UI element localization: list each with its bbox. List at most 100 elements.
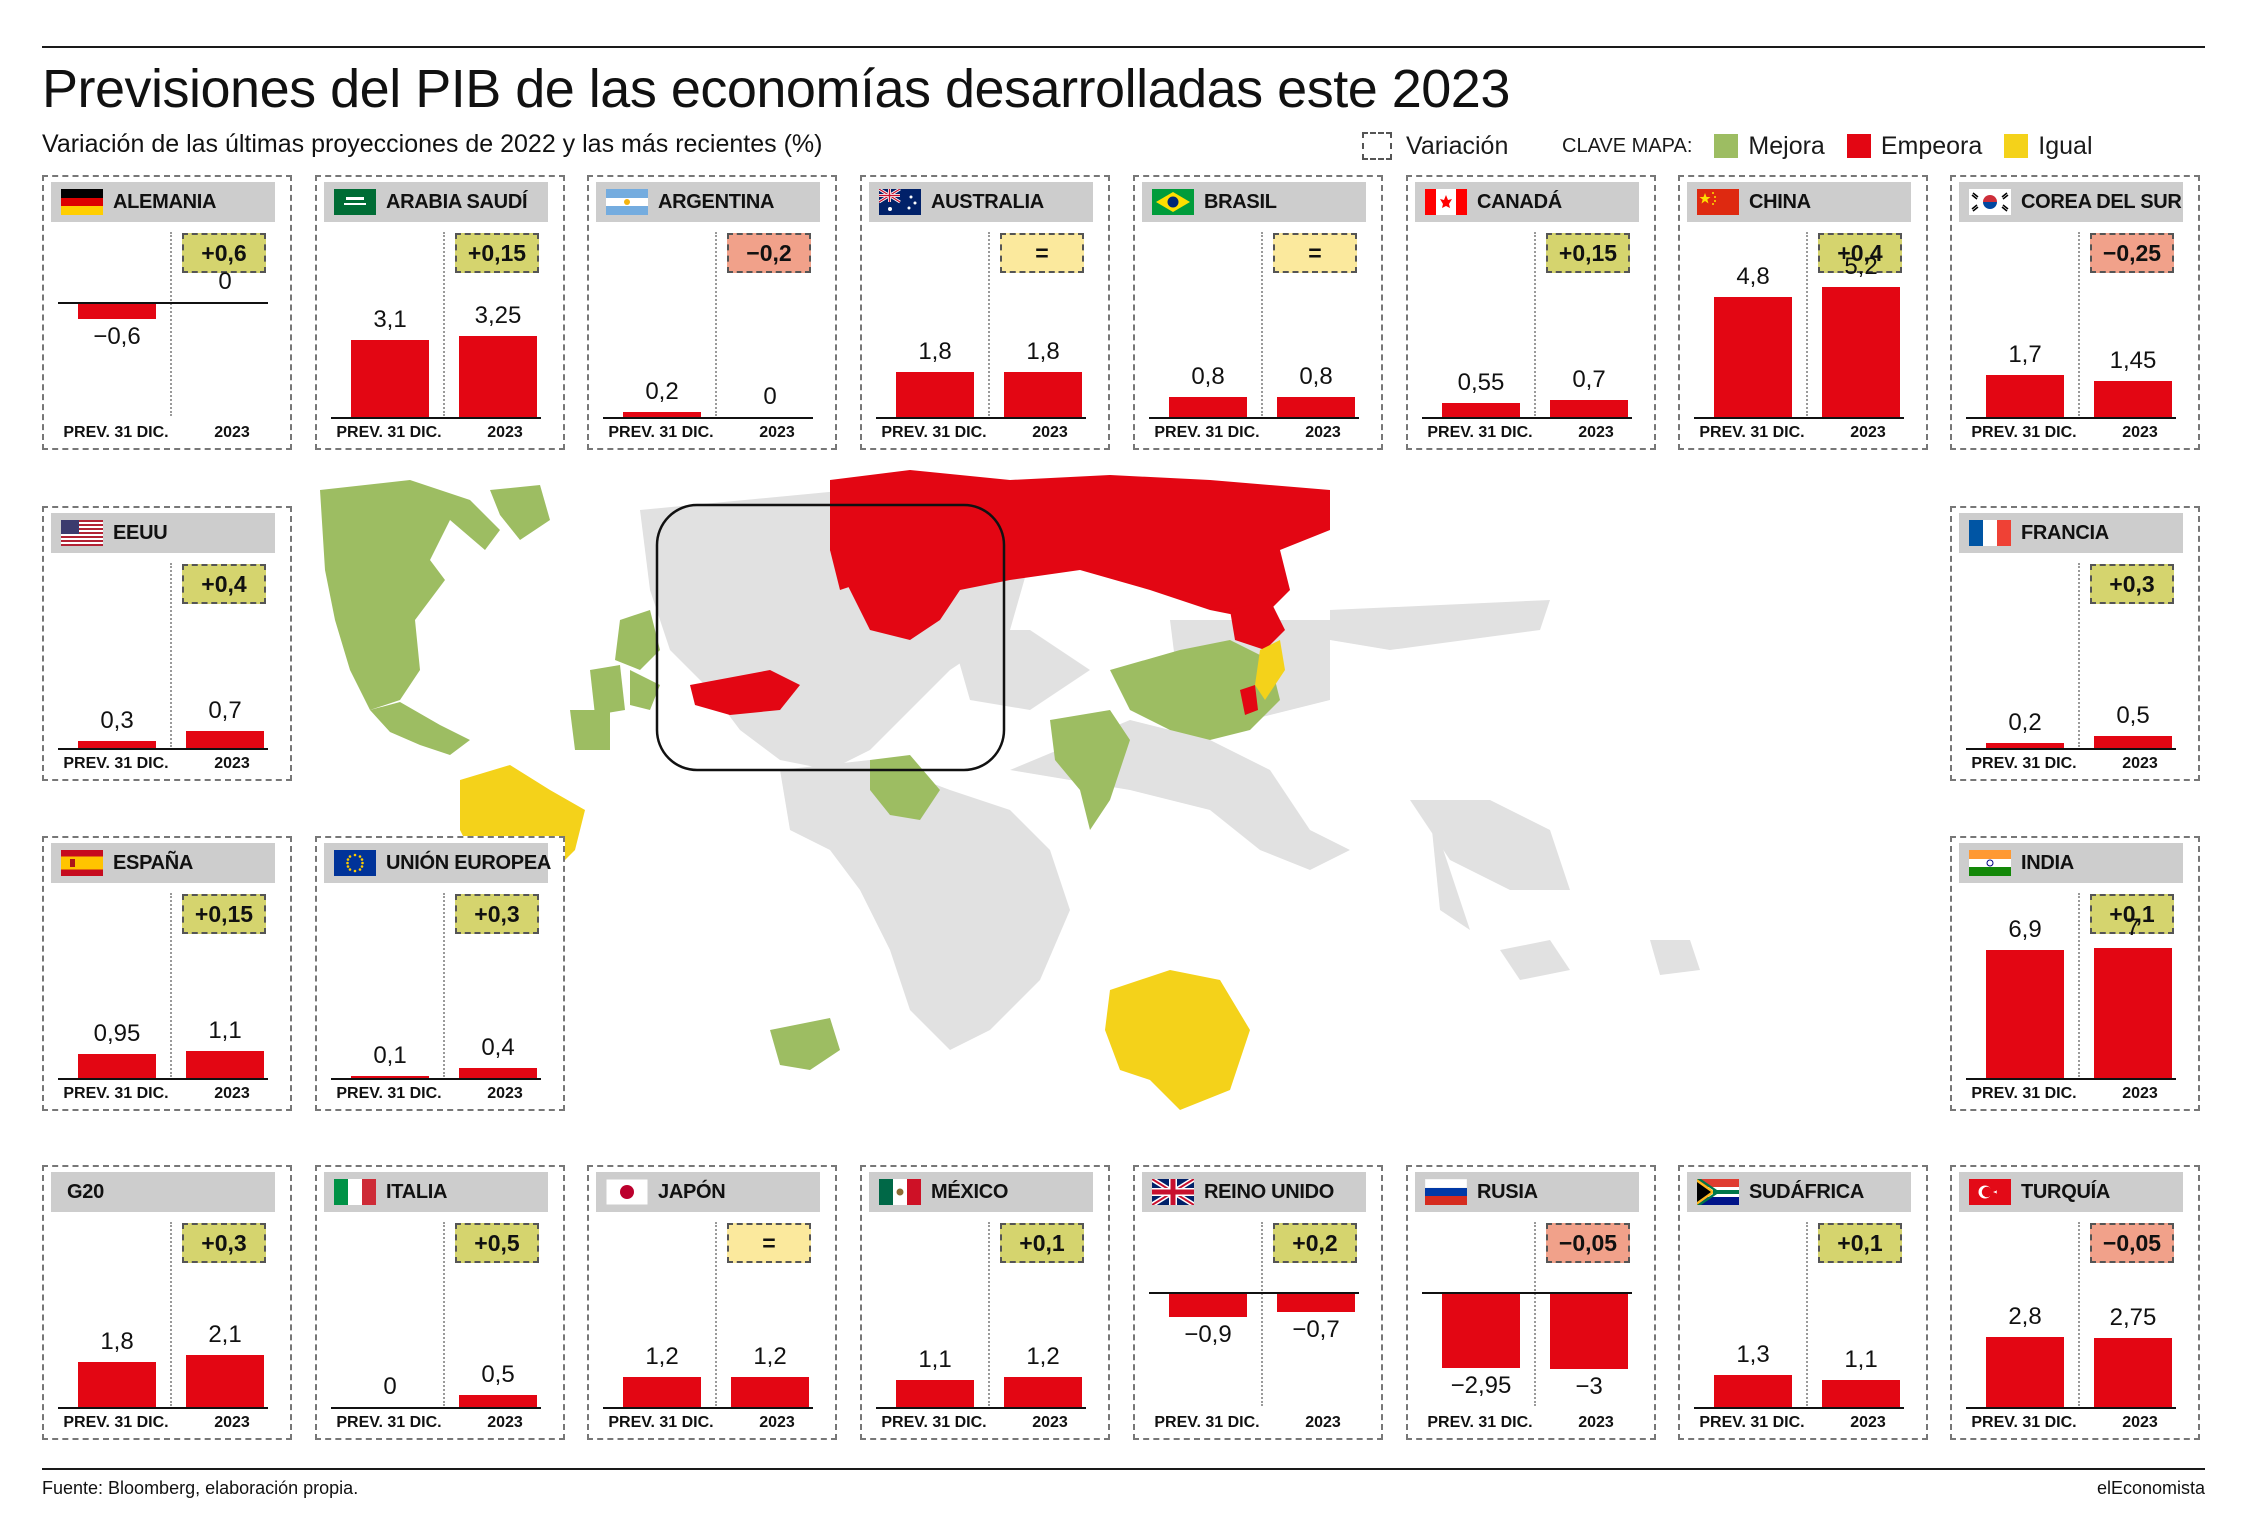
change-badge: +0,2 xyxy=(1273,1223,1357,1263)
panel-header: INDIA xyxy=(1959,843,2183,883)
panel-divider xyxy=(443,1222,445,1406)
country-name: ARABIA SAUDÍ xyxy=(386,190,528,213)
value-label: 2,1 xyxy=(208,1320,242,1348)
panel-header: REINO UNIDO xyxy=(1142,1172,1366,1212)
zero-axis xyxy=(1149,1292,1359,1294)
brand-label: elEconomista xyxy=(2096,1478,2205,1498)
x-tick-label: PREV. 31 DIC. xyxy=(1971,1085,2077,1102)
country-name: RUSIA xyxy=(1477,1180,1538,1203)
panel-divider xyxy=(170,893,172,1077)
value-label: 0,7 xyxy=(208,696,242,724)
value-label: 6,9 xyxy=(2008,915,2042,943)
legend-empeora: Empeora xyxy=(1880,131,1983,160)
it-flag-icon xyxy=(334,1179,376,1205)
panel-francia: FRANCIA +0,3 0,2 0,5 PREV. 31 DIC. 2023 xyxy=(1950,506,2200,781)
value-label: −0,6 xyxy=(93,323,141,350)
legend-mejora: Mejora xyxy=(1748,131,1825,160)
panel-eeuu: EEUU +0,4 0,3 0,7 PREV. 31 DIC. 2023 xyxy=(42,506,292,781)
country-name: ALEMANIA xyxy=(113,190,217,213)
bar-2023 xyxy=(2094,948,2172,1078)
country-name: AUSTRALIA xyxy=(931,190,1044,213)
panel-turqu-a: TURQUÍA −0,05 2,8 2,75 PREV. 31 DIC. 2023 xyxy=(1950,1165,2200,1440)
x-tick-label: 2023 xyxy=(759,1414,795,1431)
bar-prev xyxy=(1714,1374,1792,1407)
panel-arabia-saud-: ARABIA SAUDÍ +0,15 3,1 3,25 PREV. 31 DIC. 202… xyxy=(315,175,565,450)
zero-axis xyxy=(1694,417,1904,419)
panel-header: ITALIA xyxy=(324,1172,548,1212)
panel-brasil: BRASIL = 0,8 0,8 PREV. 31 DIC. 2023 xyxy=(1133,175,1383,450)
x-tick-label: PREV. 31 DIC. xyxy=(1699,1414,1805,1431)
panel-divider xyxy=(170,1222,172,1406)
panel-reino-unido: REINO UNIDO +0,2 −0,9 −0,7 PREV. 31 DIC. 2023 xyxy=(1133,1165,1383,1440)
panel-divider xyxy=(170,563,172,747)
panel-divider xyxy=(1261,232,1263,416)
kr-flag-icon xyxy=(1969,189,2011,215)
panel-sud-frica: SUDÁFRICA +0,1 1,3 1,1 PREV. 31 DIC. 2023 xyxy=(1678,1165,1928,1440)
value-label: 0,5 xyxy=(2116,701,2150,729)
value-label: 2,75 xyxy=(2109,1304,2157,1332)
value-label: 0,3 xyxy=(100,706,134,734)
country-name: SUDÁFRICA xyxy=(1749,1180,1865,1203)
mejora-swatch xyxy=(1714,134,1739,158)
value-label: 1,45 xyxy=(2109,346,2157,374)
bar-prev xyxy=(1169,397,1247,417)
cn-flag-icon xyxy=(1697,189,1739,215)
x-tick-label: 2023 xyxy=(1850,1414,1886,1431)
panel-header: EEUU xyxy=(51,513,275,553)
panel-divider xyxy=(1806,232,1808,416)
change-badge: +0,3 xyxy=(2090,564,2174,604)
tr-flag-icon xyxy=(1969,1179,2011,1205)
bar-prev xyxy=(1442,403,1520,417)
bar-2023 xyxy=(2094,735,2172,748)
panel-header: FRANCIA xyxy=(1959,513,2183,553)
es-flag-icon xyxy=(61,850,103,876)
zero-axis xyxy=(603,1407,813,1409)
bar-prev xyxy=(623,412,701,417)
bar-2023 xyxy=(1277,397,1355,417)
panel-divider xyxy=(2078,232,2080,416)
panel-argentina: ARGENTINA −0,2 0,2 0 PREV. 31 DIC. 2023 xyxy=(587,175,837,450)
panel-header: BRASIL xyxy=(1142,182,1366,222)
change-badge: = xyxy=(1273,233,1357,273)
bar-prev xyxy=(1986,374,2064,417)
za-flag-icon xyxy=(1697,1179,1739,1205)
bar-prev xyxy=(78,740,156,748)
bar-2023 xyxy=(1550,399,1628,417)
in-flag-icon xyxy=(1969,850,2011,876)
change-badge: −0,05 xyxy=(1546,1223,1630,1263)
bar-2023 xyxy=(1822,287,1900,417)
zero-axis xyxy=(1149,417,1359,419)
value-label: −3 xyxy=(1575,1373,1603,1400)
change-badge: −0,2 xyxy=(727,233,811,273)
panel-rusia: RUSIA −0,05 −2,95 −3 PREV. 31 DIC. 2023 xyxy=(1406,1165,1656,1440)
country-name: JAPÓN xyxy=(658,1180,726,1203)
zero-axis xyxy=(876,1407,1086,1409)
panel-header: ESPAÑA xyxy=(51,843,275,883)
zero-axis xyxy=(1966,1407,2176,1409)
ru-flag-icon xyxy=(1425,1179,1467,1205)
panel-divider xyxy=(1534,1222,1536,1406)
map-key-legend: CLAVE MAPA: Mejora Empeora Igual xyxy=(1562,128,2093,164)
panel-header: ARGENTINA xyxy=(596,182,820,222)
country-name: CHINA xyxy=(1749,190,1811,213)
page-subtitle: Variación de las últimas proyecciones de… xyxy=(42,130,823,158)
panel-divider xyxy=(988,232,990,416)
country-name: BRASIL xyxy=(1204,190,1277,213)
value-label: 3,25 xyxy=(474,301,522,329)
x-tick-label: 2023 xyxy=(2122,1085,2158,1102)
panel-espa-a: ESPAÑA +0,15 0,95 1,1 PREV. 31 DIC. 2023 xyxy=(42,836,292,1111)
au-flag-icon xyxy=(879,189,921,215)
bar-prev xyxy=(351,339,429,417)
legend-variacion-label: Variación xyxy=(1406,131,1509,160)
map-key-label: CLAVE MAPA: xyxy=(1562,134,1693,157)
x-tick-label: PREV. 31 DIC. xyxy=(336,1085,442,1102)
x-tick-label: PREV. 31 DIC. xyxy=(1427,1414,1533,1431)
x-tick-label: 2023 xyxy=(487,1414,523,1431)
de-flag-icon xyxy=(61,189,103,215)
bar-2023 xyxy=(1550,1294,1628,1369)
bar-2023 xyxy=(731,1377,809,1407)
x-tick-label: PREV. 31 DIC. xyxy=(881,1414,987,1431)
country-name: MÉXICO xyxy=(931,1180,1009,1203)
bar-2023 xyxy=(186,1050,264,1078)
x-tick-label: PREV. 31 DIC. xyxy=(1971,1414,2077,1431)
